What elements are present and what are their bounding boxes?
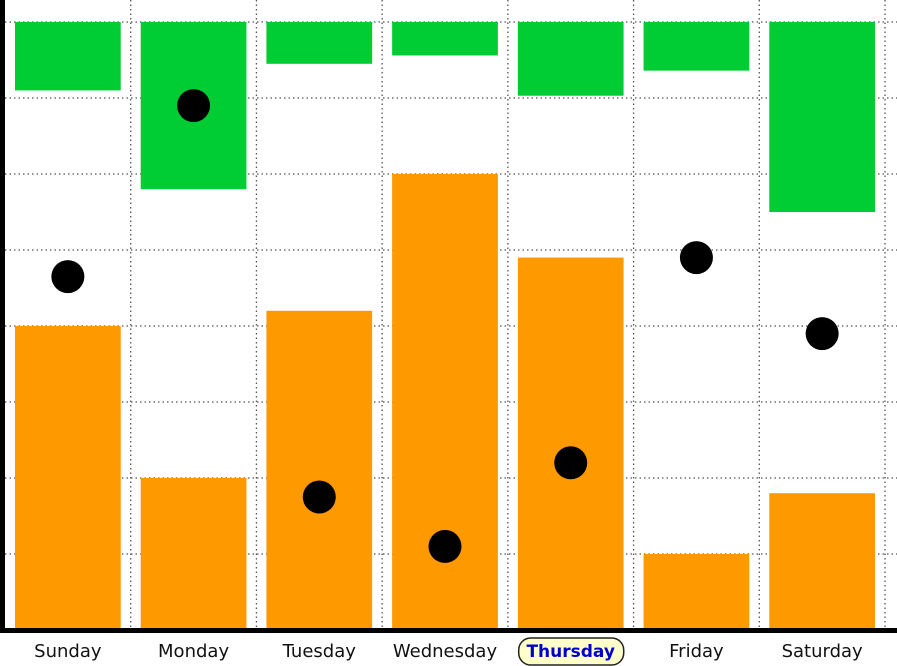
orange-bar-monday xyxy=(140,478,247,630)
green-bar-tuesday xyxy=(266,22,373,64)
green-bar-thursday xyxy=(517,22,624,96)
dot-tuesday xyxy=(302,480,336,514)
x-tick-label-thursday: Thursday xyxy=(526,642,615,662)
x-tick-label-sunday: Sunday xyxy=(34,641,102,662)
y-axis-line xyxy=(0,0,5,633)
orange-bar-series xyxy=(15,174,875,630)
green-bar-friday xyxy=(643,22,750,71)
x-axis-line xyxy=(0,628,897,633)
orange-bar-sunday xyxy=(15,326,121,630)
dot-thursday xyxy=(554,446,588,480)
x-tick-label-wednesday: Wednesday xyxy=(393,641,498,662)
orange-bar-friday xyxy=(643,554,750,630)
x-tick-label-monday: Monday xyxy=(158,641,229,662)
x-tick-label-tuesday: Tuesday xyxy=(282,641,357,662)
green-bar-saturday xyxy=(769,22,875,212)
orange-bar-tuesday xyxy=(266,310,373,630)
dot-friday xyxy=(679,241,713,275)
dot-wednesday xyxy=(428,529,462,563)
axes xyxy=(0,0,897,633)
dot-series xyxy=(51,89,839,563)
green-bar-wednesday xyxy=(392,22,498,56)
orange-bar-thursday xyxy=(517,257,624,630)
x-tick-label-friday: Friday xyxy=(669,641,724,662)
dot-monday xyxy=(177,89,211,123)
orange-bar-saturday xyxy=(769,493,875,630)
dot-saturday xyxy=(805,317,839,351)
highlight-pill xyxy=(517,637,625,666)
dot-sunday xyxy=(51,260,85,294)
x-tick-label-saturday: Saturday xyxy=(782,641,863,662)
green-bar-sunday xyxy=(15,22,121,91)
x-tick-labels: Sunday Monday Tuesday Wednesday Thursday Frid… xyxy=(34,637,863,666)
